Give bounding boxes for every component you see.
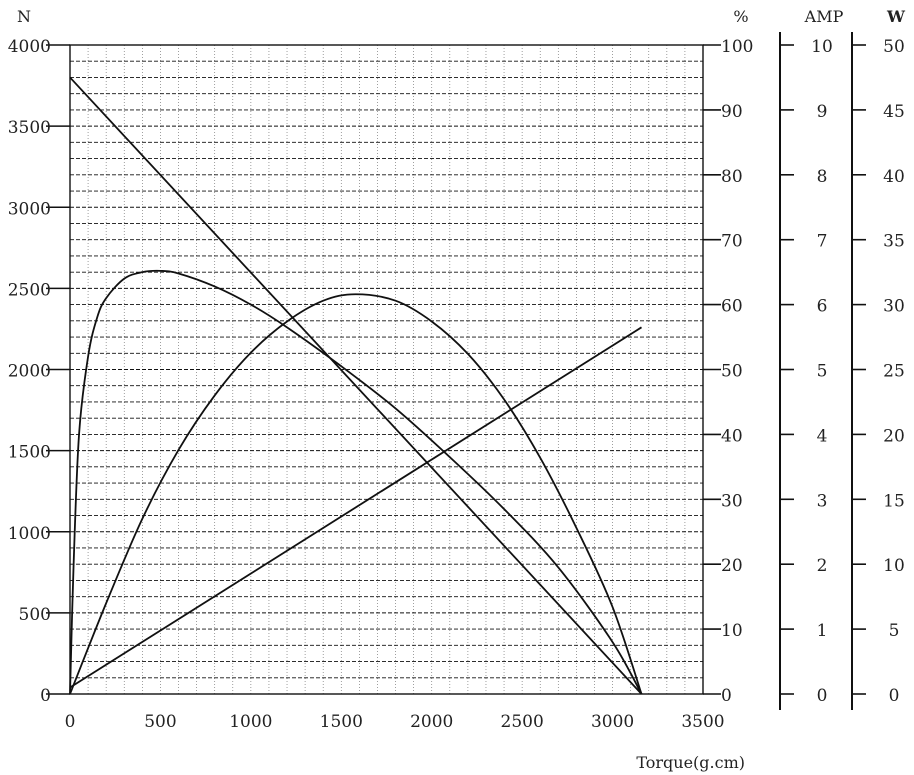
y-tick-label-efficiency: 60 <box>721 297 743 317</box>
y-tick-label-efficiency: 0 <box>721 686 732 706</box>
y-tick-label-efficiency: 10 <box>721 621 743 641</box>
y-tick-label-current: 4 <box>817 426 828 446</box>
x-axis-label: Torque(g.cm) <box>636 753 745 772</box>
y-tick-label-speed: 2500 <box>8 280 51 300</box>
y-tick-label-current: 10 <box>811 37 833 57</box>
y-tick-label-speed: 4000 <box>8 37 51 57</box>
y-tick-label-speed: 500 <box>19 605 51 625</box>
y-tick-label-power: 50 <box>883 37 905 57</box>
y-tick-label-power: 0 <box>889 686 900 706</box>
y-tick-label-efficiency: 100 <box>721 37 753 57</box>
x-tick-label: 500 <box>144 712 176 732</box>
y-tick-label-power: 35 <box>883 232 905 252</box>
y-tick-label-efficiency: 40 <box>721 426 743 446</box>
y-tick-label-speed: 1000 <box>8 524 51 544</box>
x-tick-label: 3000 <box>591 712 634 732</box>
y-tick-label-current: 7 <box>817 232 828 252</box>
y-tick-label-current: 2 <box>817 556 828 576</box>
y-tick-label-speed: 2000 <box>8 362 51 382</box>
y-tick-label-power: 10 <box>883 556 905 576</box>
series-line-current <box>69 326 642 689</box>
grid <box>69 44 704 695</box>
series-line-efficiency <box>69 269 643 695</box>
y-tick-label-speed: 3500 <box>8 118 51 138</box>
x-tick-label: 1000 <box>229 712 272 732</box>
y-tick-label-speed: 1500 <box>8 443 51 463</box>
x-tick-label: 0 <box>65 712 76 732</box>
y-tick-label-current: 3 <box>817 491 828 511</box>
axes: 0 500 1000 1500 2000 2500 3000 3500050010001500… <box>8 7 906 732</box>
y-tick-label-efficiency: 80 <box>721 167 743 187</box>
y-tick-label-power: 25 <box>883 362 905 382</box>
y-tick-label-power: 30 <box>883 297 905 317</box>
series-line-power <box>69 293 643 695</box>
y-tick-label-current: 5 <box>817 362 828 382</box>
axis-unit-speed: N <box>17 7 31 26</box>
y-tick-label-speed: 0 <box>40 686 51 706</box>
y-tick-label-current: 0 <box>817 686 828 706</box>
y-tick-label-power: 5 <box>889 621 900 641</box>
axis-unit-efficiency: % <box>733 7 748 26</box>
series-layer <box>69 76 643 695</box>
axis-unit-power: W <box>886 7 906 26</box>
x-tick-label: 2000 <box>410 712 453 732</box>
y-tick-label-power: 40 <box>883 167 905 187</box>
x-tick-label: 3500 <box>681 712 724 732</box>
y-tick-label-current: 9 <box>817 102 828 122</box>
series-line-speed <box>69 76 643 695</box>
y-tick-label-current: 6 <box>817 297 828 317</box>
x-tick-label: 1500 <box>320 712 363 732</box>
y-tick-label-speed: 3000 <box>8 199 51 219</box>
y-tick-label-efficiency: 90 <box>721 102 743 122</box>
y-tick-label-efficiency: 30 <box>721 491 743 511</box>
y-tick-label-efficiency: 50 <box>721 362 743 382</box>
axis-unit-current: AMP <box>804 7 844 26</box>
y-tick-label-efficiency: 70 <box>721 232 743 252</box>
y-tick-label-power: 20 <box>883 426 905 446</box>
y-tick-label-current: 8 <box>817 167 828 187</box>
y-tick-label-power: 15 <box>883 491 905 511</box>
x-tick-label: 2500 <box>501 712 544 732</box>
y-tick-label-power: 45 <box>883 102 905 122</box>
y-tick-label-efficiency: 20 <box>721 556 743 576</box>
y-tick-label-current: 1 <box>817 621 828 641</box>
